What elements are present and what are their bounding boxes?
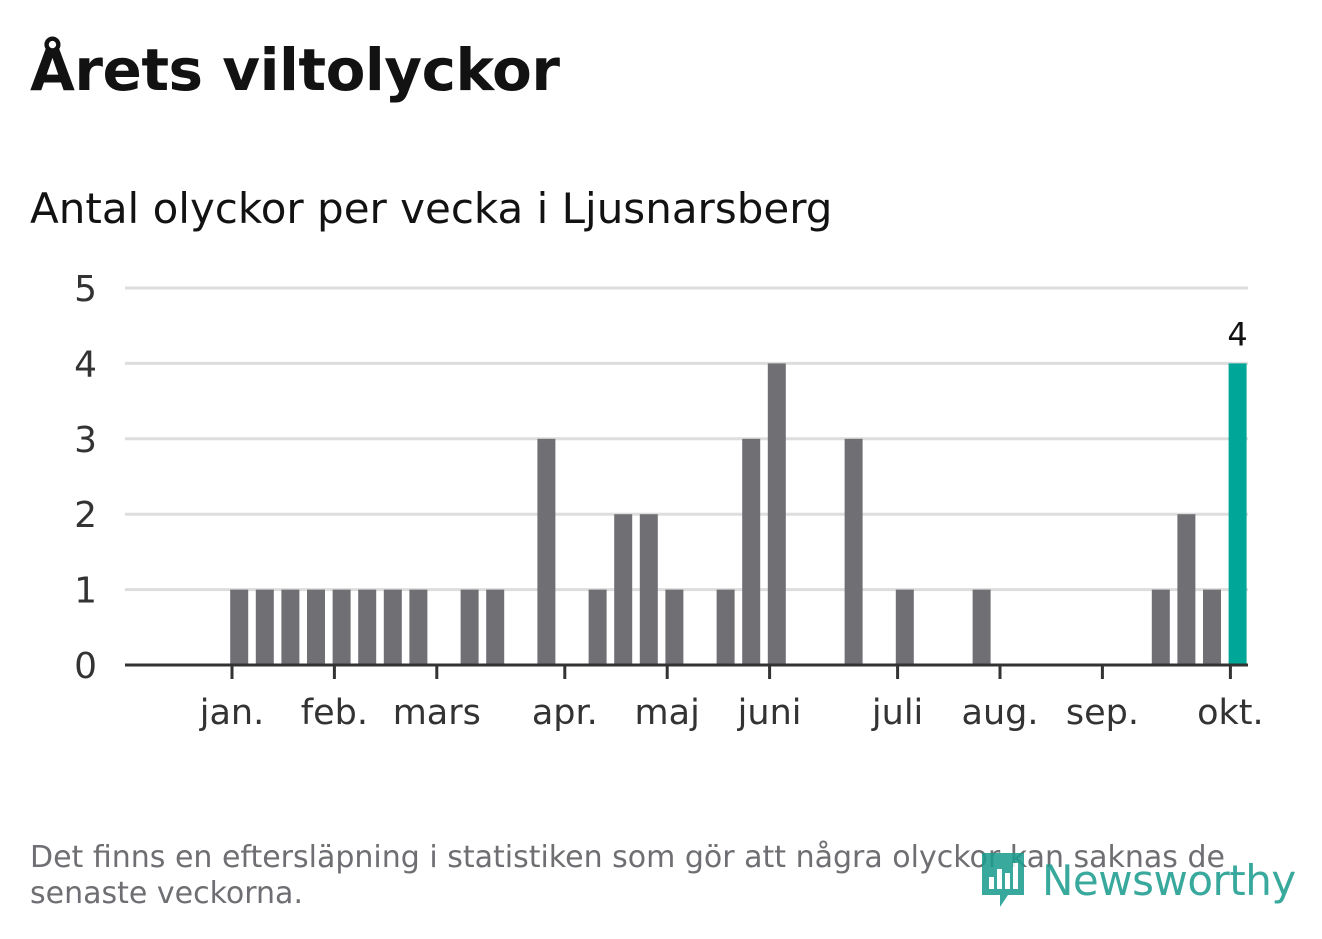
y-tick-label: 1 [74, 571, 97, 612]
grid-lines [125, 286, 1248, 592]
x-tick-label: maj [635, 693, 700, 733]
x-tick-label: okt. [1197, 693, 1264, 733]
bar [1151, 589, 1170, 665]
newsworthy-logo: Newsworthy [978, 848, 1298, 912]
bar [383, 589, 402, 665]
x-tick-label: juni [737, 693, 802, 733]
bar [1203, 589, 1221, 665]
footnote: Det finns en eftersläpning i statistiken… [30, 840, 1225, 911]
bar [358, 589, 377, 665]
bar [486, 589, 505, 665]
chart-subtitle: Antal olyckor per vecka i Ljusnarsberg [30, 184, 833, 233]
y-tick-label: 5 [74, 269, 97, 310]
chart-title: Årets viltolyckor [30, 36, 560, 104]
bar [307, 589, 325, 665]
bar [972, 589, 991, 665]
bar [409, 589, 428, 665]
data-labels: 4 [1227, 315, 1247, 353]
bar [230, 589, 249, 665]
bar [255, 589, 274, 665]
bar [460, 589, 479, 665]
bar [639, 514, 658, 665]
x-tick-label: sep. [1066, 693, 1139, 733]
x-axis: jan. feb. mars apr. maj juni juli aug. sep. okt. [125, 663, 1264, 733]
y-axis-ticks: 0 1 2 3 4 5 [74, 269, 97, 687]
bar [844, 438, 863, 665]
y-tick-label: 0 [74, 646, 97, 687]
x-tick-label: aug. [962, 693, 1039, 733]
logo-text: Newsworthy [1042, 855, 1296, 905]
bar [1228, 363, 1247, 665]
bar-chart: 0 1 2 3 4 5 jan. feb. mars apr. maj juni juli aug. se… [74, 269, 1264, 733]
x-tick-label: jan. [199, 693, 264, 733]
x-tick-label: apr. [532, 693, 598, 733]
bar [1177, 514, 1196, 665]
bar [767, 363, 786, 665]
y-tick-label: 3 [74, 420, 97, 461]
bar [588, 589, 607, 665]
bar [716, 589, 735, 665]
bars [230, 363, 1247, 665]
bar [665, 589, 684, 665]
bar [742, 438, 761, 665]
x-tick-label: feb. [301, 693, 368, 733]
bar [332, 589, 351, 665]
bar [537, 438, 556, 665]
bar [895, 589, 914, 665]
x-tick-label: mars [393, 693, 481, 733]
bar [281, 589, 300, 665]
y-tick-label: 4 [74, 344, 97, 385]
bar-chart-icon [982, 853, 1024, 907]
y-tick-label: 2 [74, 495, 97, 536]
x-tick-label: juli [871, 693, 923, 733]
bar [614, 514, 633, 665]
highlight-value-label: 4 [1227, 315, 1247, 353]
